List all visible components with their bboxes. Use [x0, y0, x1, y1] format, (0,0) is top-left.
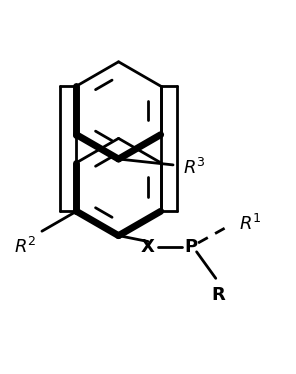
- Text: $R^1$: $R^1$: [239, 214, 262, 234]
- Text: $R^3$: $R^3$: [183, 158, 206, 178]
- Text: P: P: [184, 238, 197, 257]
- Text: R: R: [212, 285, 226, 304]
- Text: X: X: [141, 238, 155, 257]
- Polygon shape: [161, 86, 177, 211]
- Text: $R^2$: $R^2$: [15, 237, 37, 257]
- Polygon shape: [60, 86, 76, 211]
